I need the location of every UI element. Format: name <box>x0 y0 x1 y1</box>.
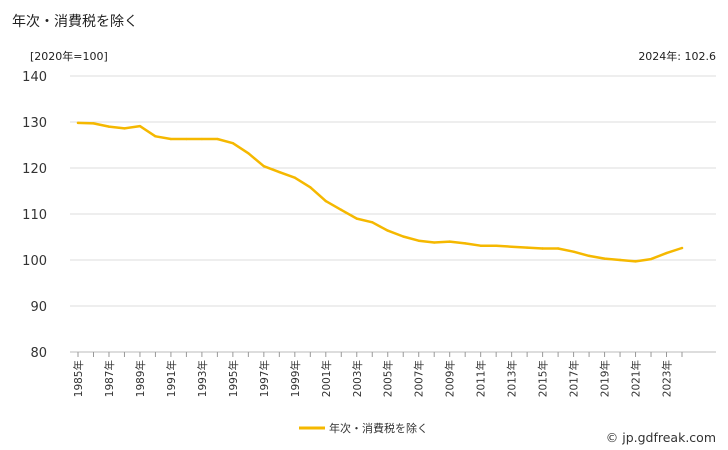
x-tick-label-1997: 1997年 <box>258 360 271 397</box>
chart-title: 年次・消費税を除く <box>12 14 138 30</box>
x-axis-ticks: 1985年 1987年 1989年 1991年 1993年 1995年 1997年 1999年… <box>72 352 683 397</box>
y-tick-label-80: 80 <box>30 346 47 361</box>
data-point-2024 <box>680 246 684 250</box>
data-point-1998 <box>278 170 281 174</box>
x-tick-label-2015: 2015年 <box>537 360 550 397</box>
data-point-2017 <box>572 250 575 253</box>
data-point-1994 <box>216 137 219 141</box>
data-point-2003 <box>355 217 358 220</box>
data-point-2008 <box>433 241 436 244</box>
data-point-2006 <box>402 235 405 238</box>
y-tick-label-120: 120 <box>22 162 47 177</box>
x-tick-label-2013: 2013年 <box>506 360 519 397</box>
data-point-2011 <box>479 244 482 247</box>
x-tick-label-1999: 1999年 <box>289 360 302 397</box>
x-tick-label-1985: 1985年 <box>72 360 85 397</box>
y-tick-label-100: 100 <box>22 254 47 269</box>
data-point-2022 <box>649 257 653 261</box>
data-point-1985 <box>76 121 80 125</box>
data-point-2023 <box>665 251 668 255</box>
data-point-2016 <box>556 247 560 250</box>
latest-value-label: 2024年: 102.6 <box>638 49 716 63</box>
x-tick-label-2001: 2001年 <box>320 360 333 397</box>
y-axis-ticks: 80 90 100 110 120 130 140 <box>22 70 47 361</box>
x-tick-label-1995: 1995年 <box>227 360 240 397</box>
series-line-0 <box>76 121 684 263</box>
data-point-1995 <box>231 141 235 145</box>
x-tick-label-1991: 1991年 <box>165 360 178 397</box>
x-tick-label-2011: 2011年 <box>475 360 488 397</box>
legend-label: 年次・消費税を除く <box>329 421 428 435</box>
x-tick-label-2007: 2007年 <box>413 360 426 397</box>
data-point-2014 <box>525 246 529 249</box>
data-point-1999 <box>293 176 297 179</box>
data-point-2009 <box>448 240 451 243</box>
x-tick-label-2019: 2019年 <box>599 360 612 397</box>
data-point-2007 <box>417 239 420 242</box>
data-point-1991 <box>169 137 173 141</box>
x-tick-label-2005: 2005年 <box>382 360 395 397</box>
data-point-1997 <box>262 164 266 168</box>
y-tick-label-90: 90 <box>30 300 47 315</box>
data-point-2001 <box>324 199 327 203</box>
y-tick-label-130: 130 <box>22 116 47 131</box>
x-tick-label-2021: 2021年 <box>630 360 643 397</box>
data-point-1987 <box>107 125 111 128</box>
data-point-1989 <box>138 124 142 128</box>
x-tick-label-2017: 2017年 <box>568 360 581 397</box>
legend: 年次・消費税を除く <box>299 421 428 435</box>
data-point-2015 <box>541 247 544 250</box>
data-point-2012 <box>494 244 498 247</box>
data-point-2010 <box>463 242 467 245</box>
data-point-2000 <box>309 186 312 189</box>
x-tick-label-2003: 2003年 <box>351 360 364 397</box>
unit-label: [2020年=100] <box>30 49 108 63</box>
data-point-2020 <box>618 258 622 262</box>
y-tick-label-140: 140 <box>22 70 47 85</box>
x-tick-label-2023: 2023年 <box>661 360 674 397</box>
data-point-2019 <box>603 257 606 260</box>
data-point-1993 <box>200 137 204 141</box>
data-point-2002 <box>340 208 343 212</box>
data-point-2013 <box>510 245 513 248</box>
x-tick-label-2009: 2009年 <box>444 360 457 397</box>
data-point-2004 <box>371 221 374 224</box>
grid-lines <box>70 75 716 353</box>
data-point-2021 <box>634 260 637 263</box>
data-point-1992 <box>185 137 188 141</box>
site-credit: © jp.gdfreak.com <box>606 430 716 445</box>
x-tick-label-1989: 1989年 <box>134 360 147 397</box>
x-tick-label-1987: 1987年 <box>103 360 116 397</box>
data-point-2018 <box>587 254 591 258</box>
data-point-1988 <box>123 127 126 130</box>
data-point-2005 <box>386 229 389 232</box>
series-layer <box>76 121 684 263</box>
data-point-1990 <box>154 135 157 138</box>
data-point-1986 <box>92 122 95 125</box>
data-point-1996 <box>247 152 250 155</box>
x-tick-label-1993: 1993年 <box>196 360 209 397</box>
y-tick-label-110: 110 <box>22 208 47 223</box>
